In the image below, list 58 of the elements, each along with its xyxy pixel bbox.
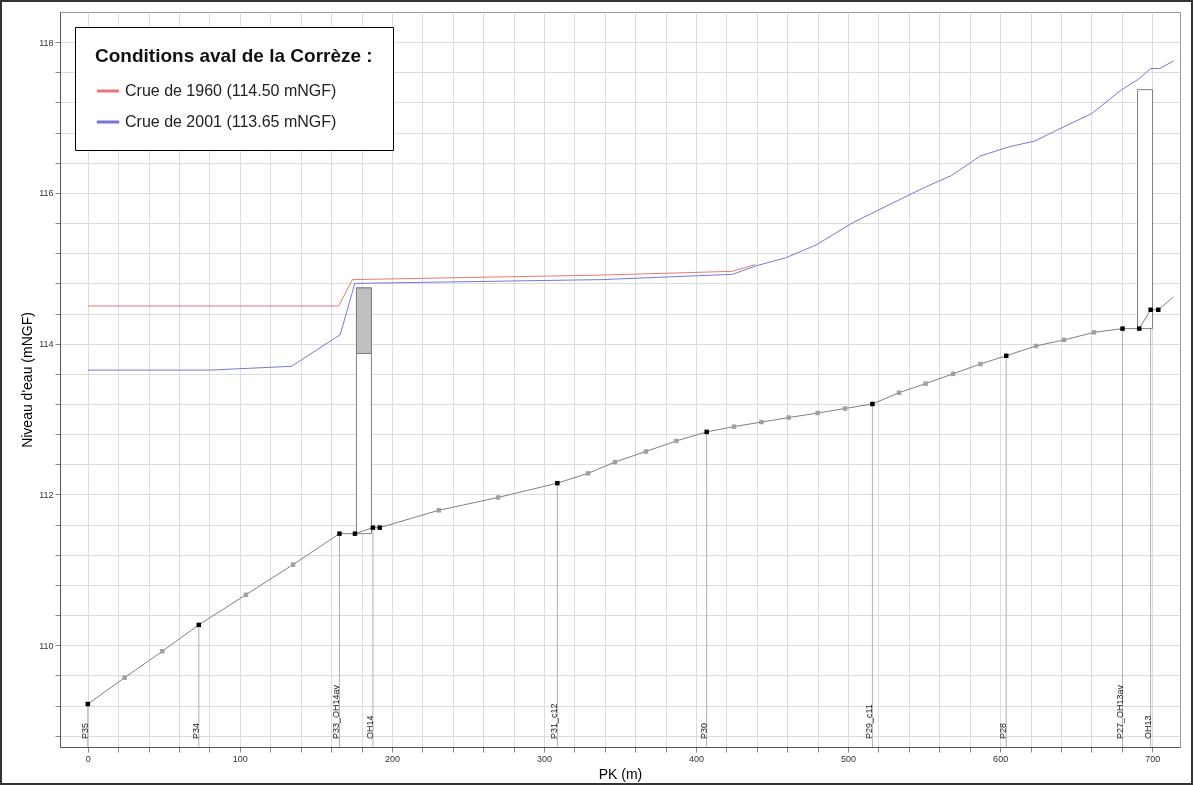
x-tick-label: 200 — [384, 753, 400, 764]
annotation: P33_OH14av — [331, 684, 342, 739]
point — [786, 415, 792, 420]
point — [555, 480, 560, 486]
point — [815, 410, 820, 416]
annotation: P34 — [190, 722, 201, 739]
annotation: P31_c12 — [549, 703, 560, 739]
annotation: P35 — [79, 722, 90, 739]
point — [704, 429, 709, 435]
x-tick-label: 100 — [232, 753, 248, 764]
point — [731, 424, 737, 429]
point — [842, 406, 848, 411]
x-tick-label: 400 — [689, 753, 705, 764]
line-series — [87, 60, 1174, 371]
x-tick-label: 0 — [85, 753, 91, 764]
annotation: OH13 — [1142, 715, 1153, 739]
point — [495, 495, 501, 500]
point — [1120, 326, 1125, 331]
point — [978, 361, 983, 367]
point — [1148, 307, 1153, 313]
point — [337, 531, 342, 536]
point — [352, 531, 358, 536]
x-axis-title: PK (m) — [598, 765, 643, 782]
y-tick-label: 110 — [39, 640, 54, 651]
y-tick-label: 114 — [39, 339, 54, 350]
annotation: P30 — [698, 722, 709, 739]
legend-label: Crue de 2001 (113.65 mNGF) — [125, 113, 337, 130]
point — [870, 401, 875, 407]
point — [585, 471, 591, 476]
y-tick-label: 112 — [39, 489, 54, 500]
y-tick-label: 116 — [39, 188, 54, 199]
point — [436, 508, 441, 513]
legend-label: Crue de 1960 (114.50 mNGF) — [125, 82, 337, 99]
point — [377, 525, 382, 530]
annotation: P29_c11 — [864, 704, 875, 739]
point — [759, 419, 764, 425]
y-axis-title: Niveau d'eau (mNGF) — [19, 312, 36, 448]
point — [1137, 326, 1142, 331]
annotation: P28 — [998, 722, 1009, 739]
point — [290, 562, 296, 567]
annotation: OH14 — [364, 715, 375, 739]
x-tick-label: 600 — [993, 753, 1009, 764]
legend-title: Conditions aval de la Corrèze : — [95, 45, 373, 66]
line-series — [87, 264, 756, 307]
point — [643, 449, 649, 454]
y-tick-label: 118 — [39, 37, 54, 48]
point — [896, 390, 902, 395]
x-tick-label: 700 — [1145, 753, 1161, 764]
x-tick-label: 300 — [536, 753, 552, 764]
point — [243, 592, 249, 597]
point — [122, 675, 127, 680]
x-tick-label: 500 — [841, 753, 857, 764]
point — [370, 525, 376, 530]
point — [923, 381, 928, 386]
point — [160, 649, 165, 654]
point — [1156, 307, 1161, 313]
point — [1091, 330, 1097, 335]
annotation: P27_OH13av — [1114, 684, 1125, 739]
